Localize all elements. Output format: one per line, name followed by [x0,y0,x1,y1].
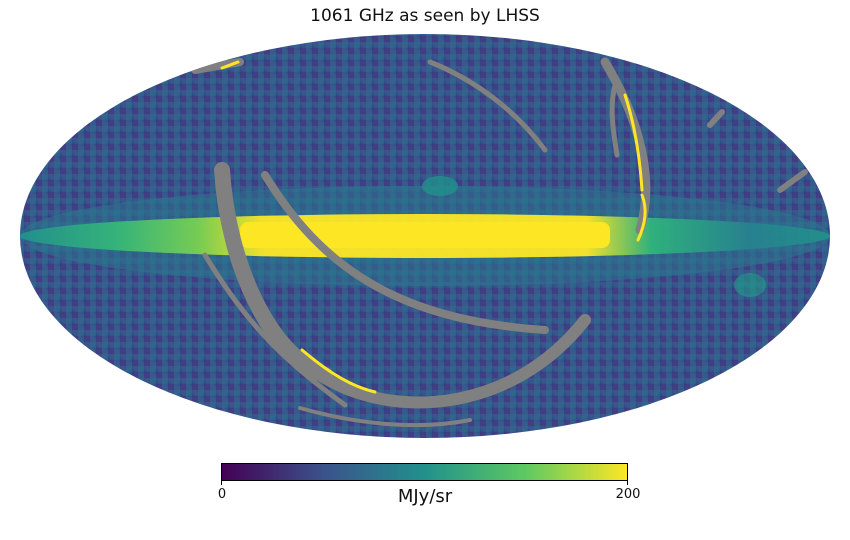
masked-strip [214,162,333,383]
colorbar [221,463,628,481]
masked-strip [261,171,549,334]
galactic-plane-bright [240,222,610,248]
colorbar-unit-label: MJy/sr [397,486,453,507]
masked-strip [202,252,348,408]
sky-content [20,34,830,438]
masked-strip [707,109,725,128]
bright-edge [300,348,377,394]
bright-edge [636,193,647,242]
emission-region [734,273,766,297]
map-title: 1061 GHz as seen by LHSS [310,6,540,26]
masked-strip [427,59,548,153]
colorbar-tick-min [221,481,222,485]
colorbar-min-label: 0 [217,487,227,502]
masked-strip [298,406,472,428]
emission-region [422,176,458,196]
bright-edge [623,93,644,192]
bright-edges [220,60,647,394]
colorbar-tick-max [627,481,628,485]
colorbar-max-label: 200 [615,487,641,502]
masked-strip [777,169,808,193]
masked-strip [314,314,591,409]
bright-edge [220,60,240,70]
masked-strip [609,82,620,158]
sky-map [20,34,830,438]
